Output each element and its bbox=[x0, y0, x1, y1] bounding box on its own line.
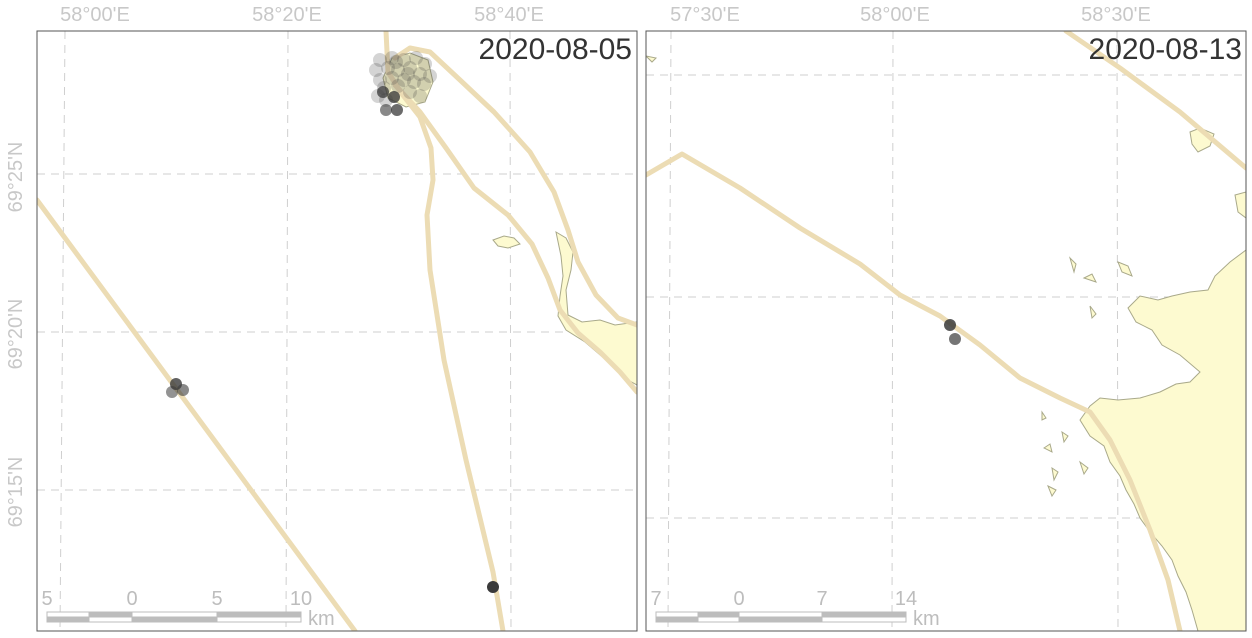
lat-label: 69°20'N bbox=[5, 299, 27, 370]
panel-date: 2020-08-05 bbox=[479, 33, 632, 66]
scale-unit: km bbox=[913, 608, 940, 630]
lon-label: 58°00'E bbox=[860, 4, 930, 26]
graticule bbox=[646, 31, 1246, 631]
scale-unit: km bbox=[308, 608, 335, 630]
map-panel-2: 57°30'E 58°00'E 58°30'E bbox=[645, 4, 1247, 632]
lon-label: 58°00'E bbox=[60, 4, 130, 26]
vessel-tracks bbox=[37, 31, 637, 631]
scale-tick-label: 10 bbox=[290, 588, 312, 610]
scale-tick-label: 14 bbox=[895, 588, 917, 610]
lon-label: 57°30'E bbox=[670, 4, 740, 26]
panel-frame bbox=[645, 30, 1247, 632]
lon-label: 58°20'E bbox=[252, 4, 322, 26]
panel-frame bbox=[36, 30, 638, 632]
detection-points bbox=[944, 319, 961, 345]
detection-points bbox=[166, 86, 499, 593]
vessel-tracks bbox=[646, 31, 1246, 631]
lat-label: 69°25'N bbox=[5, 142, 27, 213]
scale-tick-label: 0 bbox=[733, 588, 744, 610]
lat-label: 69°15'N bbox=[5, 457, 27, 528]
scale-bar: 5 0 5 10 km bbox=[41, 588, 334, 630]
panel-date: 2020-08-13 bbox=[1089, 33, 1242, 66]
graticule bbox=[37, 31, 637, 631]
scale-tick-label: 5 bbox=[211, 588, 222, 610]
lon-label: 58°40'E bbox=[474, 4, 544, 26]
scale-tick-label: 7 bbox=[816, 588, 827, 610]
scale-tick-label: 0 bbox=[126, 588, 137, 610]
scale-tick-label: 5 bbox=[41, 588, 52, 610]
lon-label: 58°30'E bbox=[1081, 4, 1151, 26]
scale-bar: 7 0 7 14 km bbox=[650, 588, 939, 630]
detection-cluster bbox=[369, 51, 437, 107]
scale-tick-label: 7 bbox=[650, 588, 661, 610]
map-panel-1: 58°00'E 58°20'E 58°40'E 69°25'N 69°20'N … bbox=[5, 4, 638, 632]
